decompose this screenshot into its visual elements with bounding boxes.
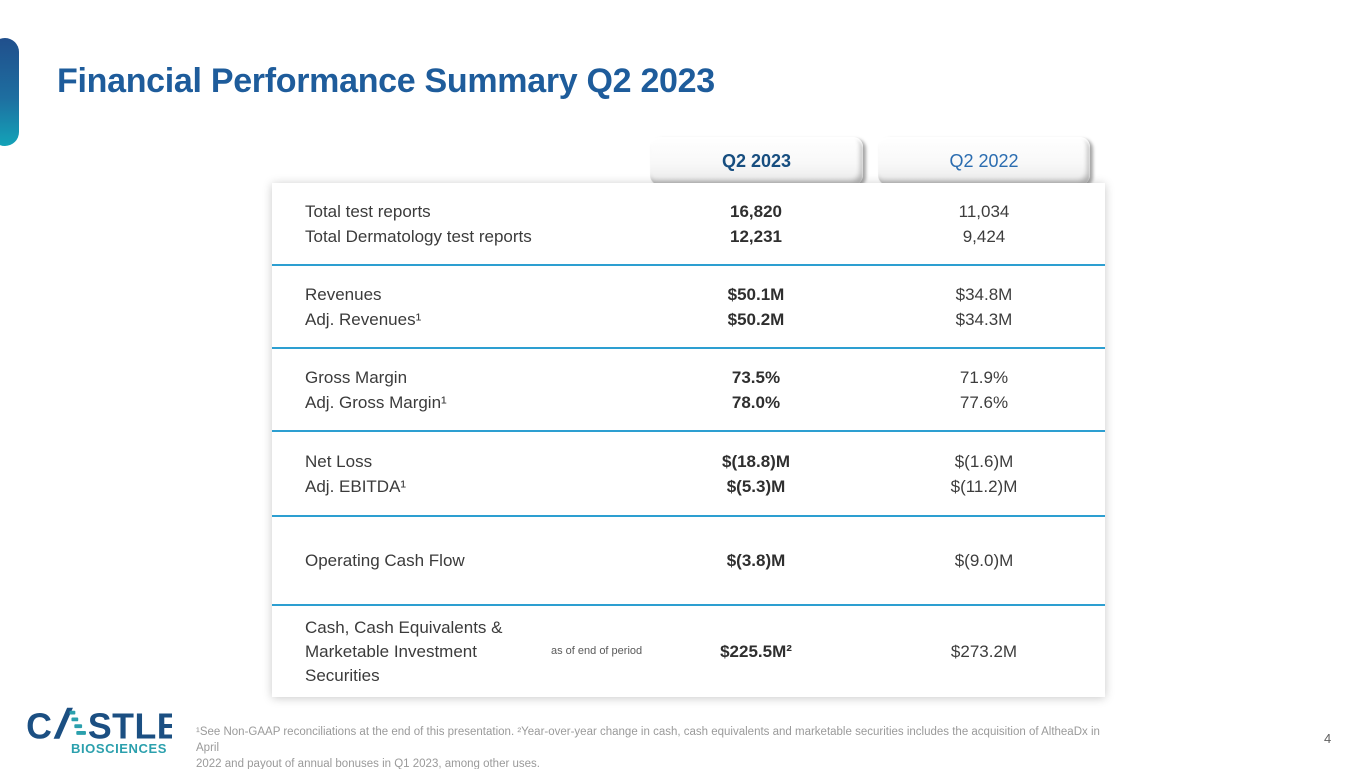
table-row: Total test reports 16,820 11,034 xyxy=(272,199,1105,224)
footnote-line-2: 2022 and payout of annual bonuses in Q1 … xyxy=(196,758,540,769)
logo-letters-stle: STLE xyxy=(88,707,172,747)
table-row: Adj. Gross Margin¹ 78.0% 77.6% xyxy=(272,390,1105,415)
value-q2-2022: $(11.2)M xyxy=(950,476,1018,496)
table-row: Cash, Cash Equivalents & Marketable Inve… xyxy=(272,616,1105,688)
table-row: Net Loss $(18.8)M $(1.6)M xyxy=(272,449,1105,474)
metric-group-test-reports: Total test reports 16,820 11,034 Total D… xyxy=(272,183,1105,266)
table-row: Total Dermatology test reports 12,231 9,… xyxy=(272,224,1105,249)
column-tab-q2-2023: Q2 2023 xyxy=(650,137,863,185)
value-q2-2022: $34.3M xyxy=(955,309,1013,329)
metric-group-net-loss: Net Loss $(18.8)M $(1.6)M Adj. EBITDA¹ $… xyxy=(272,432,1105,517)
as-of-period-note: as of end of period xyxy=(551,645,643,657)
value-q2-2022: 11,034 xyxy=(958,201,1010,221)
metric-group-operating-cash-flow: Operating Cash Flow $(3.8)M $(9.0)M xyxy=(272,517,1105,606)
metric-label: Gross Margin xyxy=(305,367,408,387)
value-q2-2023: 78.0% xyxy=(731,392,781,412)
value-q2-2023: $225.5M² xyxy=(720,642,792,661)
column-header-label: Q2 2022 xyxy=(949,150,1019,171)
column-header-label: Q2 2023 xyxy=(721,150,792,171)
metric-group-cash: Cash, Cash Equivalents & Marketable Inve… xyxy=(272,606,1105,697)
value-q2-2023: $50.1M xyxy=(727,284,785,304)
table-row: Adj. EBITDA¹ $(5.3)M $(11.2)M xyxy=(272,474,1105,499)
logo-stylized-a xyxy=(53,707,86,739)
column-tab-q2-2022: Q2 2022 xyxy=(878,137,1090,185)
page-title: Financial Performance Summary Q2 2023 xyxy=(57,62,715,100)
logo-subtitle: BIOSCIENCES xyxy=(71,741,167,756)
page-number: 4 xyxy=(1324,731,1332,746)
value-q2-2022: $(1.6)M xyxy=(954,451,1014,471)
value-q2-2023: $(5.3)M xyxy=(726,476,786,496)
value-q2-2022: $(9.0)M xyxy=(954,551,1014,570)
value-q2-2023: 73.5% xyxy=(731,367,781,387)
table-row: Gross Margin 73.5% 71.9% xyxy=(272,365,1105,390)
metric-label: Total Dermatology test reports xyxy=(305,226,532,246)
footnote-line-1: ¹See Non-GAAP reconciliations at the end… xyxy=(196,726,1100,754)
metric-label: Cash, Cash Equivalents & Marketable Inve… xyxy=(305,617,503,685)
metric-label: Adj. EBITDA¹ xyxy=(305,476,407,496)
footnote: ¹See Non-GAAP reconciliations at the end… xyxy=(196,724,1108,769)
logo-letter-c: C xyxy=(26,707,52,747)
value-q2-2022: $273.2M xyxy=(950,642,1018,661)
financial-table-card: Total test reports 16,820 11,034 Total D… xyxy=(272,183,1105,697)
value-q2-2022: 71.9% xyxy=(959,367,1009,387)
value-q2-2022: 9,424 xyxy=(962,226,1006,246)
value-q2-2023: $(3.8)M xyxy=(726,551,786,570)
metric-label: Adj. Gross Margin¹ xyxy=(305,392,447,412)
value-q2-2023: $50.2M xyxy=(727,309,785,329)
metric-label: Net Loss xyxy=(305,451,373,471)
value-q2-2023: $(18.8)M xyxy=(721,451,791,471)
table-row: Adj. Revenues¹ $50.2M $34.3M xyxy=(272,307,1105,332)
value-q2-2023: 12,231 xyxy=(730,226,782,246)
metric-group-gross-margin: Gross Margin 73.5% 71.9% Adj. Gross Marg… xyxy=(272,349,1105,432)
value-q2-2022: $34.8M xyxy=(955,284,1013,304)
castle-biosciences-logo: C STLE BIOSCIENCES xyxy=(26,707,172,756)
metric-group-revenues: Revenues $50.1M $34.8M Adj. Revenues¹ $5… xyxy=(272,266,1105,349)
metric-label: Total test reports xyxy=(305,201,431,221)
metric-label: Revenues xyxy=(305,284,382,304)
metric-label: Adj. Revenues¹ xyxy=(305,309,422,329)
table-row: Revenues $50.1M $34.8M xyxy=(272,282,1105,307)
value-q2-2023: 16,820 xyxy=(730,201,782,221)
table-row: Operating Cash Flow $(3.8)M $(9.0)M xyxy=(272,548,1105,573)
value-q2-2022: 77.6% xyxy=(959,392,1009,412)
metric-label: Operating Cash Flow xyxy=(305,551,465,570)
accent-bar xyxy=(0,38,19,146)
